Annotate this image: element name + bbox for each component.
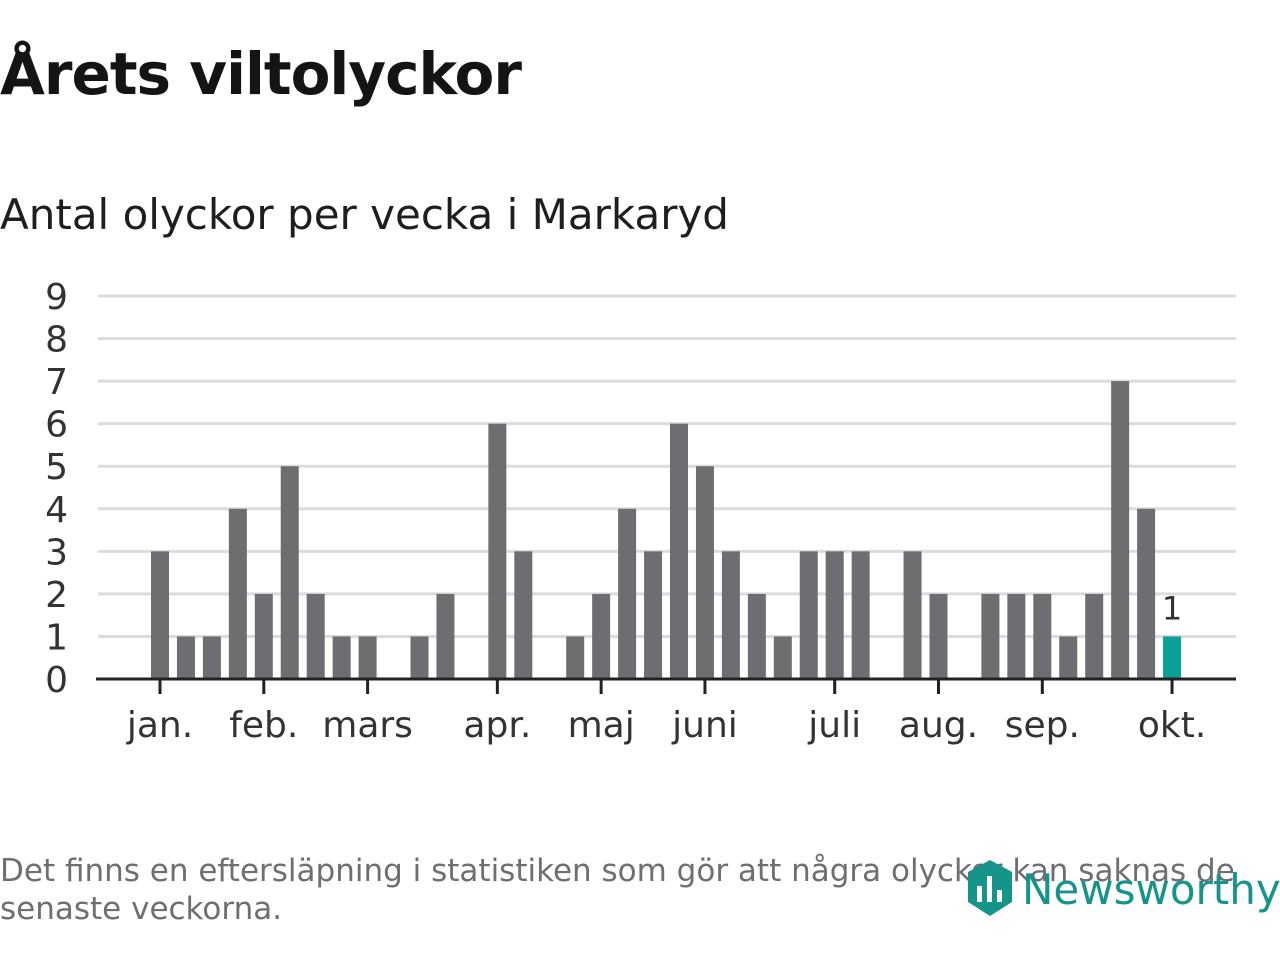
x-tick-label: mars (322, 705, 413, 746)
bar (306, 593, 325, 679)
bar (825, 551, 844, 679)
y-tick-label: 5 (45, 447, 68, 488)
brand-name: Newsworthy (1022, 864, 1280, 914)
bar (929, 593, 948, 679)
x-tick-label: sep. (1005, 705, 1080, 746)
y-tick-label: 4 (45, 490, 68, 531)
y-tick-label: 9 (45, 277, 68, 318)
data-label: 1 (1162, 589, 1182, 627)
brand-logo: Newsworthy (964, 858, 1280, 920)
bar (566, 636, 585, 679)
bar-highlight (1163, 636, 1182, 679)
gridlines (98, 294, 1236, 638)
bar (981, 593, 1000, 679)
bar (280, 466, 299, 679)
bar (358, 636, 377, 679)
newsworthy-logo-icon (968, 860, 1012, 916)
bar (488, 423, 507, 679)
bar (721, 551, 740, 679)
bar (773, 636, 792, 679)
bar (1085, 593, 1104, 679)
bar (436, 593, 455, 679)
bar (332, 636, 351, 679)
x-tick-label: aug. (899, 705, 978, 746)
bar (799, 551, 818, 679)
bar (592, 593, 611, 679)
footnote: Det finns en eftersläpning i statistiken… (0, 853, 1235, 927)
bar (1007, 593, 1026, 679)
x-tick-label: maj (568, 705, 635, 746)
x-tick-label: feb. (229, 705, 298, 746)
x-tick-label: juni (671, 705, 738, 746)
bar (1033, 593, 1052, 679)
bar (644, 551, 663, 679)
chart-subtitle: Antal olyckor per vecka i Markaryd (0, 190, 729, 239)
x-tick-label: juli (807, 705, 861, 746)
x-axis-ticks: jan. feb. mars apr. maj juni juli aug. sep. okt. (126, 679, 1206, 746)
bar (1059, 636, 1078, 679)
bar (670, 423, 688, 679)
y-tick-label: 6 (45, 405, 68, 446)
bar (1111, 381, 1130, 679)
bar (254, 593, 273, 679)
bar (695, 466, 714, 679)
y-tick-label: 3 (45, 532, 68, 573)
chart-title: Årets viltolyckor (0, 40, 522, 108)
y-tick-label: 7 (45, 362, 68, 403)
bar (410, 636, 429, 679)
bar (1137, 508, 1156, 679)
bar (151, 551, 169, 679)
bar (618, 508, 637, 679)
y-tick-label: 2 (45, 575, 68, 616)
bars: 1 (151, 381, 1182, 679)
y-tick-label: 1 (45, 617, 68, 658)
x-tick-label: jan. (126, 705, 193, 746)
bar (202, 636, 221, 679)
x-tick-label: okt. (1138, 705, 1206, 746)
bar (851, 551, 870, 679)
bar (747, 593, 766, 679)
bar (903, 551, 922, 679)
bar (228, 508, 247, 679)
bar (514, 551, 533, 679)
y-tick-label: 0 (45, 660, 68, 701)
x-tick-label: apr. (463, 705, 531, 746)
bar (176, 636, 195, 679)
y-tick-label: 8 (45, 320, 68, 361)
